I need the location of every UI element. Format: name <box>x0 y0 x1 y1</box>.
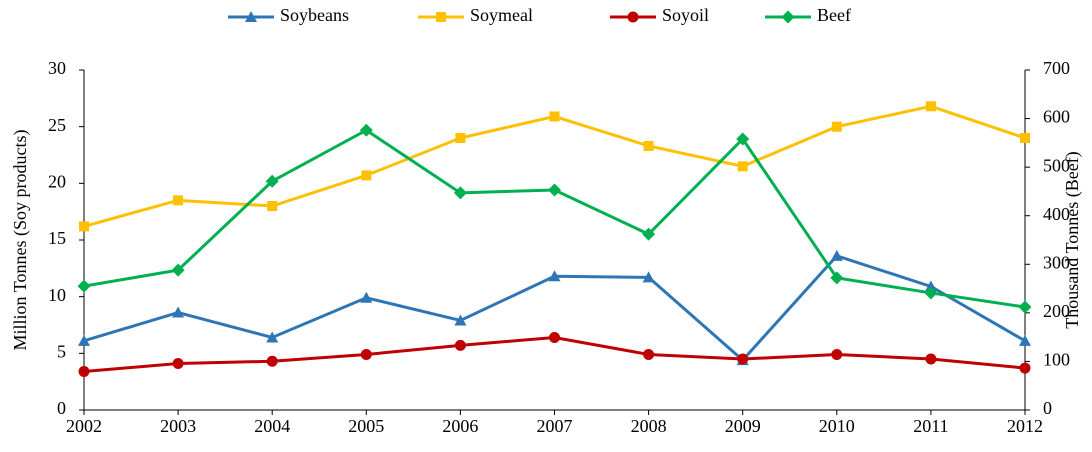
y2-tick-label: 500 <box>1043 155 1070 175</box>
marker <box>360 348 372 360</box>
marker <box>359 123 373 137</box>
y-tick-label: 0 <box>57 398 66 418</box>
marker <box>78 334 90 346</box>
marker <box>1019 334 1031 346</box>
marker <box>548 270 561 282</box>
x-tick-label: 2003 <box>160 416 196 436</box>
y2-tick-label: 600 <box>1043 107 1070 127</box>
marker <box>924 286 938 300</box>
marker <box>830 249 843 261</box>
marker <box>455 133 466 143</box>
marker <box>266 331 279 343</box>
marker <box>266 355 278 367</box>
y-tick-label: 30 <box>48 58 66 78</box>
y2-tick-label: 100 <box>1043 350 1070 370</box>
x-tick-label: 2007 <box>537 416 573 436</box>
y-tick-label: 5 <box>57 341 66 361</box>
x-tick-label: 2009 <box>725 416 761 436</box>
x-tick-label: 2004 <box>254 416 290 436</box>
marker <box>549 331 560 343</box>
marker <box>627 11 639 23</box>
marker <box>265 174 279 188</box>
x-tick-label: 2005 <box>348 416 384 436</box>
marker <box>1019 362 1031 374</box>
marker <box>736 132 750 146</box>
marker <box>454 339 466 351</box>
marker <box>737 161 748 172</box>
marker <box>79 221 89 232</box>
x-tick-label: 2010 <box>819 416 855 436</box>
marker <box>643 140 654 151</box>
y2-tick-label: 0 <box>1043 398 1052 418</box>
marker <box>267 201 278 211</box>
marker <box>360 291 373 303</box>
marker <box>737 353 749 365</box>
y-tick-label: 15 <box>48 228 66 248</box>
marker <box>453 186 467 200</box>
marker <box>548 183 561 197</box>
y2-tick-label: 400 <box>1043 204 1070 224</box>
marker <box>549 111 560 122</box>
marker <box>171 263 185 277</box>
x-tick-label: 2006 <box>442 416 478 436</box>
x-tick-label: 2008 <box>631 416 667 436</box>
marker <box>924 280 937 292</box>
legend-label: Soymeal <box>470 5 533 25</box>
y2-tick-label: 300 <box>1043 252 1070 272</box>
x-tick-label: 2011 <box>913 416 948 436</box>
marker <box>1020 133 1030 143</box>
marker <box>454 314 467 326</box>
marker <box>925 353 937 365</box>
x-tick-label: 2002 <box>66 416 102 436</box>
series-line <box>83 104 1026 228</box>
legend-label: Beef <box>817 5 851 25</box>
marker <box>781 10 795 24</box>
y2-tick-label: 200 <box>1043 301 1070 321</box>
legend-label: Soybeans <box>280 5 349 25</box>
marker <box>172 306 185 318</box>
marker <box>925 101 936 112</box>
y2-tick-label: 700 <box>1043 58 1070 78</box>
y2-axis-label: Thousand Tonnes (Beef) <box>1062 151 1083 328</box>
y-tick-label: 20 <box>48 171 66 191</box>
marker <box>361 170 372 181</box>
marker <box>830 271 844 285</box>
y-axis-label: Million Tonnes (Soy products) <box>10 130 31 351</box>
marker <box>436 12 446 22</box>
marker <box>245 11 257 22</box>
marker <box>642 227 656 241</box>
marker <box>643 348 655 360</box>
marker <box>831 121 842 132</box>
marker <box>1018 300 1032 314</box>
y-tick-label: 10 <box>48 285 66 305</box>
marker <box>78 365 90 377</box>
marker <box>642 271 655 283</box>
marker <box>77 279 91 293</box>
marker <box>173 195 184 206</box>
y-tick-label: 25 <box>48 115 66 135</box>
marker <box>172 358 184 370</box>
x-tick-label: 2012 <box>1007 416 1043 436</box>
marker <box>831 348 843 360</box>
legend-label: Soyoil <box>662 5 709 25</box>
